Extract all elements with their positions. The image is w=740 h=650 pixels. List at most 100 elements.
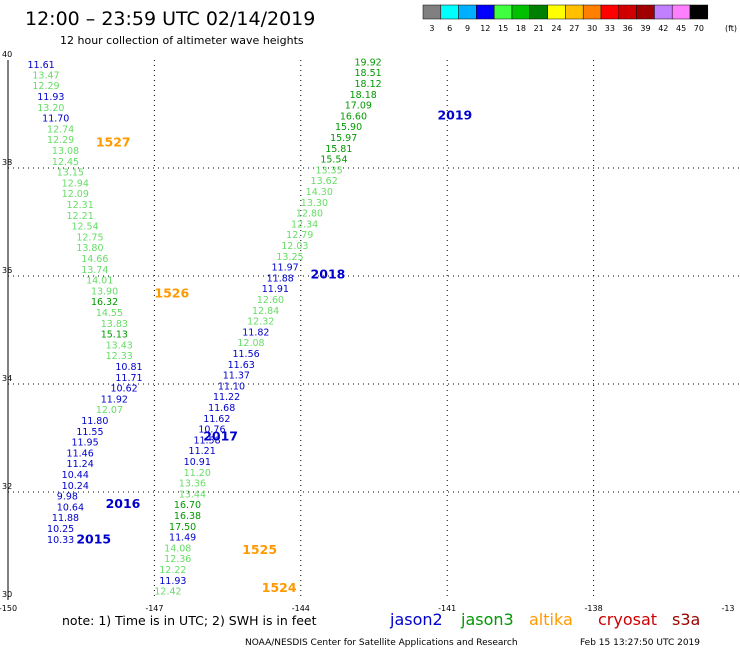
jason3-point: 16.70 bbox=[174, 500, 201, 511]
jason3-point: 11.88 bbox=[267, 273, 294, 284]
jason2-point: 13.20 bbox=[37, 103, 64, 114]
jason2-point: 10.24 bbox=[62, 481, 89, 492]
pass-annotation: 2019 bbox=[437, 107, 472, 122]
pass-annotation: 2016 bbox=[106, 496, 141, 511]
colorbar-legend: 3 6 9 12 15 18 21 24 27 30 33 36 39 42 45 70 (ft) bbox=[422, 4, 737, 33]
jason3-point: 11.49 bbox=[169, 533, 196, 544]
jason2-point: 14.01 bbox=[86, 276, 113, 287]
colorbar-swatch bbox=[618, 4, 637, 20]
jason2-point: 10.33 bbox=[47, 535, 74, 546]
legend-jason3: jason3 bbox=[460, 610, 514, 629]
axis-ticks: -150 -147 -144 -141 -138 -13 40 38 36 34 32 30 bbox=[0, 50, 735, 613]
jason2-point: 12.74 bbox=[47, 124, 74, 135]
legend-jason2: jason2 bbox=[389, 610, 443, 629]
y-tick-label: 40 bbox=[2, 50, 12, 59]
y-tick-label: 36 bbox=[2, 266, 12, 275]
jason3-point: 12.34 bbox=[291, 219, 318, 230]
colorbar-label: 15 bbox=[498, 24, 508, 33]
chart-subtitle: 12 hour collection of altimeter wave hei… bbox=[60, 34, 304, 47]
jason2-point: 16.32 bbox=[91, 297, 118, 308]
jason3-point: 19.92 bbox=[354, 57, 381, 68]
jason2-point: 13.43 bbox=[106, 340, 133, 351]
colorbar-swatch bbox=[493, 4, 513, 20]
colorbar-label: 45 bbox=[676, 24, 686, 33]
colorbar-swatch bbox=[422, 4, 442, 20]
pass-annotation: 2017 bbox=[203, 429, 238, 444]
jason2-point: 13.80 bbox=[76, 243, 103, 254]
x-tick-label: -144 bbox=[292, 604, 310, 613]
jason2-point: 11.61 bbox=[28, 60, 55, 71]
jason2-point: 10.25 bbox=[47, 524, 74, 535]
jason3-point: 15.81 bbox=[325, 144, 352, 155]
jason3-point: 17.09 bbox=[345, 101, 372, 112]
pass-annotation: 1527 bbox=[96, 134, 131, 149]
jason2-point: 10.62 bbox=[110, 384, 137, 395]
colorbar-label: 42 bbox=[658, 24, 668, 33]
colorbar-label: 30 bbox=[587, 24, 597, 33]
jason3-point: 15.90 bbox=[335, 122, 362, 133]
pass-annotation: 1525 bbox=[242, 542, 277, 557]
jason3-point: 11.68 bbox=[208, 403, 235, 414]
colorbar-swatch bbox=[529, 4, 548, 20]
x-tick-label: -13 bbox=[721, 604, 734, 613]
jason2-point: 10.44 bbox=[62, 470, 89, 481]
pass-annotations: 2019 2018 2017 2016 2015 1527 1526 1525 1524 bbox=[76, 107, 472, 595]
jason3-point: 13.44 bbox=[179, 489, 206, 500]
jason2-point: 11.70 bbox=[42, 114, 69, 125]
colorbar-label: 12 bbox=[480, 24, 490, 33]
jason3-point: 16.60 bbox=[340, 111, 367, 122]
colorbar-swatch bbox=[636, 4, 655, 20]
jason3-point: 11.93 bbox=[159, 576, 186, 587]
legend-s3a: s3a bbox=[672, 610, 700, 629]
jason3-point: 11.22 bbox=[213, 392, 240, 403]
jason2-point: 10.81 bbox=[115, 362, 142, 373]
colorbar-swatch bbox=[654, 4, 673, 20]
jason2-point: 13.08 bbox=[52, 146, 79, 157]
footer-note: note: 1) Time is in UTC; 2) SWH is in fe… bbox=[62, 613, 317, 628]
jason2-point: 15.13 bbox=[101, 330, 128, 341]
colorbar-label: 36 bbox=[623, 24, 633, 33]
x-tick-label: -141 bbox=[438, 604, 456, 613]
jason3-point: 11.82 bbox=[242, 327, 269, 338]
footer-credit: NOAA/NESDIS Center for Satellite Applica… bbox=[245, 638, 518, 648]
jason2-point: 12.75 bbox=[76, 232, 103, 243]
colorbar-label: 18 bbox=[516, 24, 526, 33]
colorbar-swatch bbox=[671, 4, 691, 20]
colorbar-swatch bbox=[547, 4, 566, 20]
jason3-point: 12.60 bbox=[257, 295, 284, 306]
jason2-point: 12.33 bbox=[106, 351, 133, 362]
pass-annotation: 2015 bbox=[76, 531, 111, 546]
colorbar-unit: (ft) bbox=[725, 24, 737, 33]
footer-timestamp: Feb 15 13:27:50 UTC 2019 bbox=[580, 638, 700, 648]
jason2-point: 12.09 bbox=[62, 189, 89, 200]
colorbar-label: 24 bbox=[551, 24, 561, 33]
jason2-point: 11.24 bbox=[67, 459, 94, 470]
jason3-point: 11.21 bbox=[189, 446, 216, 457]
chart-title: 12:00 – 23:59 UTC 02/14/2019 bbox=[25, 8, 315, 30]
jason3-point: 18.51 bbox=[354, 68, 381, 79]
jason3-point: 10.76 bbox=[198, 425, 225, 436]
jason2-point: 11.95 bbox=[71, 438, 98, 449]
colorbar-label: 33 bbox=[605, 24, 615, 33]
jason3-point: 12.80 bbox=[296, 209, 323, 220]
jason2-point: 11.93 bbox=[37, 92, 64, 103]
satellite-legend: jason2 jason3 altika cryosat s3a bbox=[389, 610, 700, 629]
jason2-point: 11.80 bbox=[81, 416, 108, 427]
legend-altika: altika bbox=[529, 610, 573, 629]
jason3-point: 12.42 bbox=[154, 587, 181, 598]
colorbar-label: 39 bbox=[640, 24, 650, 33]
jason3-point: 11.97 bbox=[272, 263, 299, 274]
jason2-point: 9.98 bbox=[57, 492, 78, 503]
jason2-point: 14.66 bbox=[81, 254, 108, 265]
jason2-point: 10.64 bbox=[57, 502, 84, 513]
pass-annotation: 1526 bbox=[154, 286, 189, 301]
y-tick-label: 30 bbox=[2, 590, 12, 599]
jason2-point: 12.54 bbox=[71, 222, 98, 233]
data-points: 11.6113.4712.2911.9313.2011.7012.7412.29… bbox=[28, 57, 382, 597]
colorbar-label: 21 bbox=[534, 24, 544, 33]
colorbar-swatch bbox=[440, 4, 459, 20]
jason2-point: 12.45 bbox=[52, 157, 79, 168]
colorbar-swatch bbox=[689, 4, 709, 20]
colorbar-label: 3 bbox=[429, 24, 434, 33]
